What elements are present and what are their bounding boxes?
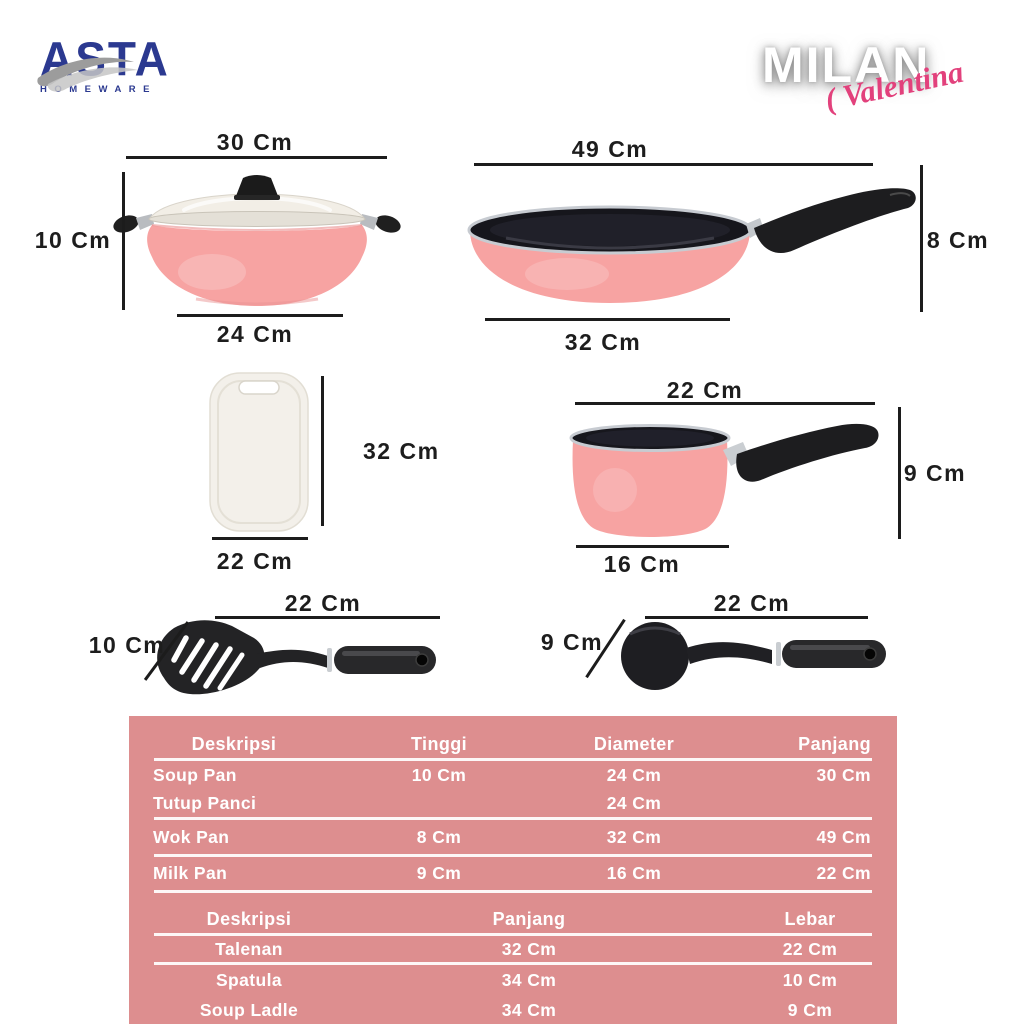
- table-row-tutup-panci: Tutup Panci 24 Cm: [129, 789, 897, 817]
- table-spacer: [129, 716, 897, 730]
- table2-header-panjang: Panjang: [492, 908, 566, 929]
- table-divider: [154, 962, 872, 965]
- table1-header-panjang: Panjang: [798, 733, 871, 754]
- table1-header-row: Deskripsi Tinggi Diameter Panjang: [129, 730, 897, 758]
- spec-table: Deskripsi Tinggi Diameter Panjang Soup P…: [129, 716, 897, 1024]
- wok-pan-diameter-line: [485, 318, 730, 321]
- asta-logo: ASTA HOMEWARE: [37, 31, 200, 116]
- cell-spatula-name: Spatula: [215, 969, 282, 990]
- milk-pan-image: [569, 423, 879, 537]
- spatula-width-label: 10 Cm: [88, 632, 166, 658]
- talenan-height-label: 32 Cm: [363, 438, 440, 464]
- spatula-length-label: 22 Cm: [284, 590, 362, 616]
- milk-pan-width-line: [575, 402, 875, 405]
- milk-pan-diameter-label: 16 Cm: [603, 551, 681, 577]
- wok-pan-width-line: [474, 163, 873, 166]
- cell-soup-pan-name: Soup Pan: [153, 764, 237, 785]
- milk-pan-width-label: 22 Cm: [666, 377, 744, 403]
- cell-soup-pan-diameter: 24 Cm: [606, 764, 662, 785]
- table-row-talenan: Talenan 32 Cm 22 Cm: [129, 936, 897, 962]
- series-lockup: MILAN ( Valentina: [762, 40, 1002, 130]
- cell-talenan-name: Talenan: [215, 938, 283, 959]
- wok-pan-width-label: 49 Cm: [571, 136, 649, 162]
- cell-milk-pan-tinggi: 9 Cm: [416, 863, 462, 883]
- soup-pan-image: [113, 175, 401, 306]
- cell-soup-ladle-panjang: 34 Cm: [501, 999, 557, 1020]
- cell-spatula-lebar: 10 Cm: [782, 969, 838, 990]
- wok-pan-image: [467, 188, 916, 303]
- table-row-soup-ladle: Soup Ladle 34 Cm 9 Cm: [129, 995, 897, 1024]
- cell-soup-ladle-name: Soup Ladle: [199, 999, 299, 1020]
- cell-wok-pan-name: Wok Pan: [153, 826, 230, 847]
- soup-pan-diameter-label: 24 Cm: [216, 321, 294, 347]
- table-row-soup-pan: Soup Pan 10 Cm 24 Cm 30 Cm: [129, 761, 897, 789]
- milk-pan-height-label: 9 Cm: [903, 460, 967, 486]
- soup-pan-width-line: [126, 156, 387, 159]
- soup-ladle-length-line: [645, 616, 868, 619]
- table1-header-diameter: Diameter: [593, 733, 675, 754]
- table1-header-tinggi: Tinggi: [410, 733, 468, 754]
- talenan-image: [209, 372, 309, 532]
- cell-soup-ladle-lebar: 9 Cm: [787, 999, 833, 1020]
- cell-tutup-panci-name: Tutup Panci: [153, 792, 257, 813]
- wok-pan-diameter-label: 32 Cm: [564, 329, 642, 355]
- soup-pan-height-label: 10 Cm: [34, 227, 112, 253]
- table2-header-deskripsi: Deskripsi: [206, 908, 292, 929]
- logo-wordmark: ASTA: [40, 31, 170, 87]
- cell-wok-pan-tinggi: 8 Cm: [416, 826, 462, 847]
- cell-milk-pan-panjang: 22 Cm: [816, 863, 871, 883]
- soup-ladle-length-label: 22 Cm: [713, 590, 791, 616]
- cell-wok-pan-diameter: 32 Cm: [606, 826, 662, 847]
- soup-ladle-width-label: 9 Cm: [540, 629, 604, 655]
- wok-pan-height-line: [920, 165, 923, 312]
- table2-header-lebar: Lebar: [784, 908, 836, 929]
- soup-pan-height-line: [122, 172, 125, 310]
- cell-talenan-lebar: 22 Cm: [782, 938, 838, 959]
- table-spacer: [129, 893, 897, 905]
- talenan-height-line: [321, 376, 324, 526]
- spatula-length-line: [215, 616, 440, 619]
- spatula-image: [157, 620, 436, 695]
- table-row-milk-pan: Milk Pan 9 Cm 16 Cm 22 Cm: [129, 857, 897, 890]
- soup-ladle-image: [621, 622, 886, 690]
- table-divider: [154, 758, 872, 761]
- cell-milk-pan-name: Milk Pan: [153, 863, 228, 883]
- table2-header-row: Deskripsi Panjang Lebar: [129, 905, 897, 933]
- table-divider: [154, 890, 872, 893]
- cell-spatula-panjang: 34 Cm: [501, 969, 557, 990]
- table-divider: [154, 933, 872, 936]
- cell-talenan-panjang: 32 Cm: [501, 938, 557, 959]
- milk-pan-height-line: [898, 407, 901, 539]
- cell-tutup-panci-diameter: 24 Cm: [606, 792, 662, 813]
- talenan-width-label: 22 Cm: [216, 548, 294, 574]
- soup-pan-width-label: 30 Cm: [216, 129, 294, 155]
- table-row-spatula: Spatula 34 Cm 10 Cm: [129, 965, 897, 995]
- wok-pan-height-label: 8 Cm: [926, 227, 990, 253]
- cell-wok-pan-panjang: 49 Cm: [816, 826, 871, 847]
- cell-milk-pan-diameter: 16 Cm: [606, 863, 662, 883]
- talenan-width-line: [212, 537, 308, 540]
- table-row-wok-pan: Wok Pan 8 Cm 32 Cm 49 Cm: [129, 820, 897, 854]
- soup-pan-diameter-line: [177, 314, 343, 317]
- table1-header-deskripsi: Deskripsi: [191, 733, 277, 754]
- milk-pan-diameter-line: [576, 545, 729, 548]
- series-title: MILAN: [762, 37, 931, 93]
- table-divider: [154, 817, 872, 820]
- cell-soup-pan-panjang: 30 Cm: [816, 764, 871, 785]
- cell-soup-pan-tinggi: 10 Cm: [411, 764, 467, 785]
- table-divider: [154, 854, 872, 857]
